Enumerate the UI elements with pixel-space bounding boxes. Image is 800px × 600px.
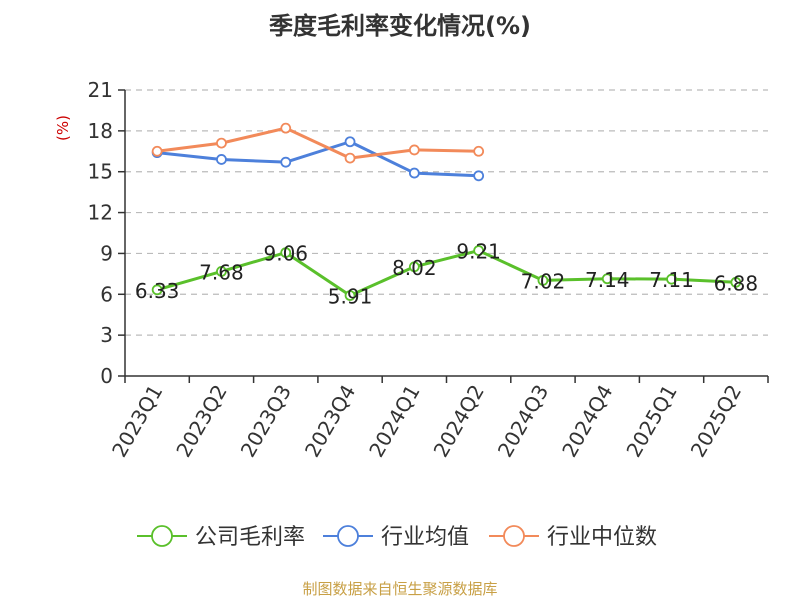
series-line: [156, 249, 736, 298]
x-tick-label: 2023Q2: [171, 381, 231, 462]
legend-label: 行业均值: [381, 525, 469, 550]
data-label: 7.11: [649, 268, 694, 292]
legend-item[interactable]: 行业均值: [323, 525, 469, 550]
data-point: [473, 145, 485, 157]
source-note: 制图数据来自恒生聚源数据库: [302, 580, 498, 598]
legend-marker: [337, 525, 359, 547]
x-tick-label: 2024Q2: [429, 381, 489, 462]
data-point: [216, 266, 227, 277]
data-label: 7.68: [199, 260, 244, 284]
data-point: [408, 167, 420, 179]
y-axis-unit-label: (%): [54, 115, 72, 141]
legend-item[interactable]: 行业中位数: [489, 525, 657, 550]
legend-label: 公司毛利率: [195, 525, 305, 550]
y-tick-label: 0: [100, 364, 113, 388]
data-point: [151, 284, 163, 296]
grid-lines: [125, 89, 768, 336]
data-point: [151, 145, 163, 157]
legend-marker: [503, 525, 525, 547]
data-point: [473, 245, 485, 256]
y-tick-label: 6: [100, 282, 113, 306]
y-tick-label: 3: [100, 323, 113, 347]
x-tick-label: 2025Q2: [686, 381, 746, 462]
data-label: 8.02: [392, 256, 437, 280]
data-labels: 6.33 7.68 9.06 5.91 8.02 9.21 7.02 7.14 7.11 6.88: [135, 240, 758, 309]
data-point: [344, 290, 356, 301]
data-point: [280, 122, 292, 134]
chart-title: 季度毛利率变化情况(%): [269, 12, 531, 40]
series-line: [156, 126, 479, 160]
data-point: [280, 247, 292, 259]
data-point: [408, 144, 420, 156]
data-label: 7.02: [521, 269, 566, 293]
data-label: 9.21: [456, 240, 501, 264]
legend-marker: [151, 525, 173, 547]
data-point: [537, 274, 549, 286]
data-point: [473, 170, 485, 182]
series-lines: [151, 122, 742, 301]
data-point: [666, 273, 677, 285]
data-point: [216, 137, 227, 149]
y-tick-label: 15: [88, 160, 113, 184]
x-tick-label: 2023Q3: [236, 381, 296, 462]
legend-item[interactable]: 公司毛利率: [137, 525, 305, 550]
y-tick-label: 18: [88, 119, 113, 143]
series-line: [156, 140, 479, 178]
x-tick-label: 2023Q4: [300, 381, 360, 462]
data-label: 6.33: [135, 279, 180, 303]
x-tick-label: 2024Q3: [493, 381, 553, 462]
x-tick-label: 2025Q1: [621, 381, 681, 462]
x-tick-label: 2023Q1: [107, 381, 167, 462]
legend: 公司毛利率 行业均值 行业中位数: [137, 525, 657, 550]
legend-label: 行业中位数: [547, 525, 657, 550]
data-label: 6.88: [714, 271, 759, 295]
y-tick-label: 9: [100, 241, 113, 265]
data-point: [280, 156, 292, 168]
data-point: [344, 152, 356, 164]
y-tick-label: 21: [88, 78, 113, 102]
data-label: 9.06: [263, 242, 308, 266]
data-point: [408, 261, 420, 273]
x-tick-label: 2024Q1: [364, 381, 424, 462]
data-label: 7.14: [585, 268, 630, 292]
data-point: [216, 154, 227, 165]
data-point: [601, 273, 613, 285]
data-point: [730, 276, 742, 288]
data-point: [344, 136, 356, 148]
x-tick-label: 2024Q4: [557, 381, 617, 462]
y-tick-label: 12: [88, 201, 113, 225]
data-label: 5.91: [328, 285, 373, 309]
